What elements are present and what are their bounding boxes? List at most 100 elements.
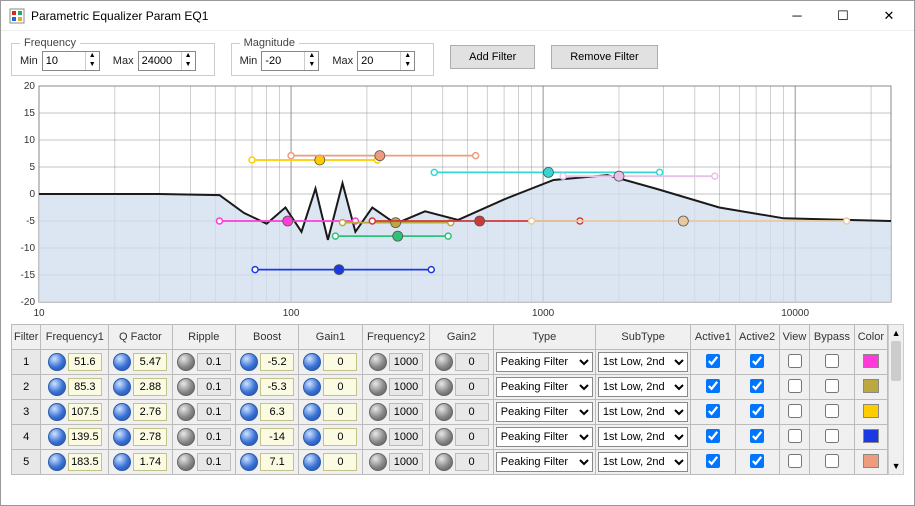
scroll-thumb[interactable] [891,341,901,381]
table-row: 5183.51.740.17.1010000Peaking Filter1st … [12,450,888,475]
color-swatch[interactable] [863,354,879,368]
maximize-button[interactable]: ☐ [820,1,866,31]
freq2-knob[interactable] [369,403,387,421]
type-select[interactable]: Peaking Filter [496,352,593,372]
freq1-knob[interactable] [48,378,66,396]
color-swatch[interactable] [863,429,879,443]
qfactor-knob[interactable] [113,428,131,446]
freq-max-input[interactable]: ▲▼ [138,51,196,71]
gain2-knob[interactable] [435,378,453,396]
gain2-knob[interactable] [435,353,453,371]
qfactor-value: 2.76 [133,403,167,421]
subtype-select[interactable]: 1st Low, 2nd [598,377,689,397]
freq1-knob[interactable] [48,453,66,471]
gain1-knob[interactable] [303,378,321,396]
ripple-knob[interactable] [177,353,195,371]
color-swatch[interactable] [863,404,879,418]
freq1-knob[interactable] [48,403,66,421]
type-select[interactable]: Peaking Filter [496,427,593,447]
active2-checkbox[interactable] [750,454,764,468]
view-checkbox[interactable] [788,404,802,418]
active1-checkbox[interactable] [706,404,720,418]
view-checkbox[interactable] [788,454,802,468]
gain1-knob[interactable] [303,353,321,371]
grid-scrollbar[interactable]: ▲ ▼ [888,324,904,475]
type-select[interactable]: Peaking Filter [496,452,593,472]
col-subtype: SubType [595,325,691,350]
gain2-knob[interactable] [435,403,453,421]
subtype-select[interactable]: 1st Low, 2nd [598,402,689,422]
qfactor-knob[interactable] [113,378,131,396]
svg-text:-5: -5 [26,216,35,227]
scroll-up-icon[interactable]: ▲ [889,325,903,341]
ripple-knob[interactable] [177,428,195,446]
qfactor-value: 2.88 [133,378,167,396]
mag-max-input[interactable]: ▲▼ [357,51,415,71]
gain1-knob[interactable] [303,428,321,446]
gain1-knob[interactable] [303,453,321,471]
freq2-knob[interactable] [369,353,387,371]
ripple-knob[interactable] [177,403,195,421]
row-number[interactable]: 1 [12,350,41,375]
qfactor-knob[interactable] [113,403,131,421]
bypass-checkbox[interactable] [825,379,839,393]
eq-chart[interactable]: -20-15-10-50510152010100100010000 [11,80,895,320]
gain1-knob[interactable] [303,403,321,421]
close-button[interactable]: ✕ [866,1,912,31]
subtype-select[interactable]: 1st Low, 2nd [598,427,689,447]
col-boost: Boost [235,325,298,350]
minimize-button[interactable]: ─ [774,1,820,31]
boost-knob[interactable] [240,403,258,421]
active2-checkbox[interactable] [750,429,764,443]
row-number[interactable]: 5 [12,450,41,475]
color-swatch[interactable] [863,454,879,468]
bypass-checkbox[interactable] [825,429,839,443]
active1-checkbox[interactable] [706,379,720,393]
bypass-checkbox[interactable] [825,404,839,418]
gain2-knob[interactable] [435,453,453,471]
remove-filter-button[interactable]: Remove Filter [551,45,657,69]
active1-checkbox[interactable] [706,454,720,468]
ripple-knob[interactable] [177,453,195,471]
active2-checkbox[interactable] [750,354,764,368]
active1-checkbox[interactable] [706,354,720,368]
boost-knob[interactable] [240,453,258,471]
svg-text:10: 10 [24,135,36,146]
type-select[interactable]: Peaking Filter [496,402,593,422]
freq1-knob[interactable] [48,428,66,446]
freq2-knob[interactable] [369,453,387,471]
qfactor-knob[interactable] [113,353,131,371]
subtype-select[interactable]: 1st Low, 2nd [598,452,689,472]
row-number[interactable]: 3 [12,400,41,425]
ripple-value: 0.1 [197,403,231,421]
bypass-checkbox[interactable] [825,454,839,468]
ripple-knob[interactable] [177,378,195,396]
freq2-value: 1000 [389,428,423,446]
svg-text:10000: 10000 [781,308,809,319]
gain2-knob[interactable] [435,428,453,446]
boost-knob[interactable] [240,378,258,396]
active2-checkbox[interactable] [750,404,764,418]
subtype-select[interactable]: 1st Low, 2nd [598,352,689,372]
freq1-knob[interactable] [48,353,66,371]
view-checkbox[interactable] [788,429,802,443]
active2-checkbox[interactable] [750,379,764,393]
freq2-knob[interactable] [369,428,387,446]
app-icon [9,8,25,24]
view-checkbox[interactable] [788,379,802,393]
row-number[interactable]: 4 [12,425,41,450]
freq2-knob[interactable] [369,378,387,396]
boost-knob[interactable] [240,353,258,371]
add-filter-button[interactable]: Add Filter [450,45,535,69]
row-number[interactable]: 2 [12,375,41,400]
color-swatch[interactable] [863,379,879,393]
mag-min-input[interactable]: ▲▼ [261,51,319,71]
view-checkbox[interactable] [788,354,802,368]
type-select[interactable]: Peaking Filter [496,377,593,397]
active1-checkbox[interactable] [706,429,720,443]
qfactor-knob[interactable] [113,453,131,471]
freq-min-input[interactable]: ▲▼ [42,51,100,71]
boost-knob[interactable] [240,428,258,446]
bypass-checkbox[interactable] [825,354,839,368]
scroll-down-icon[interactable]: ▼ [889,458,903,474]
